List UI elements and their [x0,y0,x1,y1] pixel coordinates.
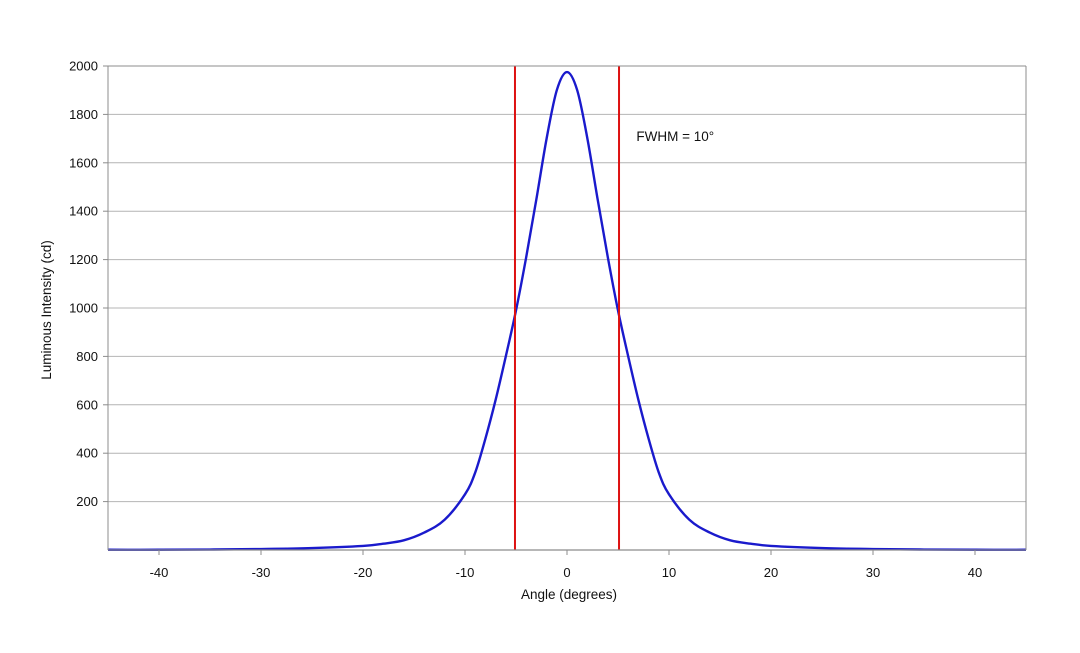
grid [108,65,1026,503]
fwhm-annotation: FWHM = 10° [636,129,714,144]
series-layer [107,70,1027,551]
y-axis-title: Luminous Intensity (cd) [39,240,54,380]
y-tick-label: 800 [76,349,98,364]
y-tick-label: 1000 [69,301,98,316]
x-tick-label: 40 [968,565,982,580]
y-tick-label: 1800 [69,107,98,122]
x-tick-label: -40 [150,565,169,580]
y-tick-label: 1200 [69,252,98,267]
x-tick-label: -10 [456,565,475,580]
fwhm-markers [513,66,621,550]
y-tick-label: 400 [76,446,98,461]
x-tick-label: 0 [563,565,570,580]
series-line-0 [107,70,1027,551]
x-axis-ticks: -40 -30 -20 -10 0 10 20 30 40 [150,550,982,580]
x-tick-label: -30 [252,565,271,580]
y-tick-label: 1600 [69,155,98,170]
x-tick-label: -20 [354,565,373,580]
y-tick-label: 2000 [69,59,98,74]
x-axis-title: Angle (degrees) [521,587,617,602]
y-tick-label: 1400 [69,204,98,219]
x-tick-label: 20 [764,565,778,580]
y-tick-label: 600 [76,397,98,412]
y-axis-ticks: 200 400 600 800 1000 1200 1400 1600 1800 2000 [69,59,108,509]
x-tick-label: 30 [866,565,880,580]
y-tick-label: 200 [76,494,98,509]
x-tick-label: 10 [662,565,676,580]
